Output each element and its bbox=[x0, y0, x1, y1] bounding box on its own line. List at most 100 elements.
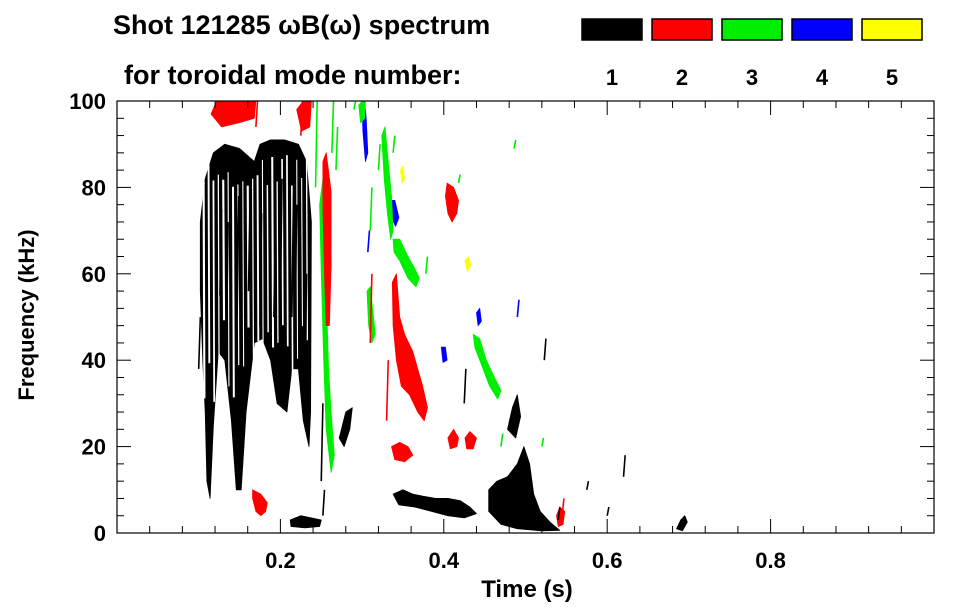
legend-swatch-1 bbox=[581, 18, 643, 41]
spectrum-streak-mode-4-0 bbox=[367, 230, 371, 253]
spectrum-region-mode-2-7 bbox=[210, 100, 257, 128]
legend-label-4: 4 bbox=[816, 65, 829, 90]
spectrum-gap-0 bbox=[202, 181, 206, 399]
spectrum-streak-mode-1-13 bbox=[463, 368, 467, 404]
legend-label-2: 2 bbox=[676, 65, 688, 90]
spectrum-streak-mode-1-2 bbox=[225, 221, 229, 339]
spectrum-region-mode-2-12 bbox=[391, 441, 414, 463]
spectrum-gap-15 bbox=[276, 181, 279, 343]
y-tick-label: 40 bbox=[82, 348, 106, 373]
spectrum-region-mode-3-20 bbox=[392, 238, 420, 288]
spectrum-streak-mode-1-0 bbox=[197, 316, 202, 369]
y-tick-label: 60 bbox=[82, 262, 106, 287]
spectrum-region-mode-1-4 bbox=[488, 446, 561, 532]
spectrum-streak-mode-1-1 bbox=[219, 208, 223, 296]
spectrum-streak-mode-2-1 bbox=[300, 100, 304, 136]
spectrum-streak-mode-2-2 bbox=[369, 273, 373, 343]
spectrum-streak-mode-3-11 bbox=[541, 437, 545, 447]
chart-title-line1: Shot 121285 ωB(ω) spectrum bbox=[113, 10, 490, 40]
spectrum-streak-mode-1-5 bbox=[259, 213, 263, 326]
spectrum-streak-mode-1-11 bbox=[320, 403, 324, 482]
x-tick-label: 0.6 bbox=[592, 548, 623, 573]
spectrum-region-mode-2-15 bbox=[464, 431, 477, 450]
spectrum-gap-1 bbox=[207, 156, 211, 364]
mode-number-legend: 1 2 3 4 5 bbox=[581, 18, 923, 90]
spectrum-region-mode-5-28 bbox=[464, 256, 472, 273]
spectrum-region-mode-1-2 bbox=[338, 407, 353, 448]
spectrum-region-mode-2-11 bbox=[391, 273, 428, 422]
y-axis-label: Frequency (kHz) bbox=[14, 229, 39, 400]
spectrum-gap-11 bbox=[256, 175, 260, 342]
spectrum-region-mode-2-8 bbox=[296, 100, 312, 132]
legend-swatch-3 bbox=[721, 18, 783, 41]
spectrum-gap-20 bbox=[301, 178, 303, 326]
spectrum-streak-mode-3-4 bbox=[369, 187, 373, 231]
spectrum-streak-mode-1-10 bbox=[304, 273, 308, 404]
spectrum-streak-mode-1-4 bbox=[247, 187, 251, 292]
spectrum-gap-12 bbox=[261, 159, 264, 390]
spectrum-gap-4 bbox=[222, 179, 226, 321]
spectrum-region-mode-3-21 bbox=[472, 333, 502, 400]
spectrum-streak-mode-1-3 bbox=[236, 196, 240, 318]
spectrum-region-mode-4-26 bbox=[440, 346, 448, 363]
spectrum-region-mode-1-5 bbox=[507, 394, 521, 439]
spectrum-region-mode-2-13 bbox=[444, 182, 459, 223]
spectrum-region-mode-3-22 bbox=[358, 100, 366, 123]
spectrum-region-mode-2-10 bbox=[252, 489, 268, 517]
spectrum-streak-mode-2-4 bbox=[561, 498, 565, 516]
spectrum-streak-mode-1-7 bbox=[279, 178, 283, 296]
spectrum-streak-mode-1-9 bbox=[294, 204, 298, 318]
spectrum-gap-8 bbox=[242, 181, 245, 367]
x-tick-label: 0.2 bbox=[265, 548, 296, 573]
spectrum-streak-mode-3-2 bbox=[335, 126, 339, 171]
spectrum-streak-mode-1-16 bbox=[585, 481, 590, 490]
spectrum-region-mode-1-0 bbox=[199, 139, 312, 499]
spectrum-gap-17 bbox=[286, 155, 289, 347]
legend-swatch-2 bbox=[651, 18, 713, 41]
spectrum-streak-mode-3-3 bbox=[353, 100, 357, 110]
legend-label-5: 5 bbox=[886, 65, 898, 90]
spectrum-region-mode-1-6 bbox=[676, 515, 688, 532]
spectrum-region-mode-5-27 bbox=[400, 165, 406, 184]
spectrum-gap-9 bbox=[246, 185, 250, 328]
plot-border bbox=[116, 100, 935, 534]
spectrum-marks bbox=[197, 100, 688, 532]
spectrum-streak-mode-1-14 bbox=[543, 338, 547, 361]
spectrum-streak-mode-3-9 bbox=[500, 433, 504, 447]
spectrum-streak-mode-3-5 bbox=[377, 144, 381, 171]
spectrum-streak-mode-1-6 bbox=[273, 221, 277, 318]
x-axis-label: Time (s) bbox=[481, 576, 573, 603]
spectrum-gap-5 bbox=[227, 172, 230, 387]
spectrum-gap-21 bbox=[305, 156, 309, 341]
chart-title-line2: for toroidal mode number: bbox=[124, 60, 462, 90]
spectrum-streak-mode-1-8 bbox=[291, 196, 295, 318]
spectrum-gap-14 bbox=[271, 157, 275, 348]
spectrum-streak-mode-3-8 bbox=[457, 174, 461, 184]
spectrum-streak-mode-3-0 bbox=[314, 100, 318, 188]
spectrum-gap-3 bbox=[217, 174, 220, 376]
spectrum-streak-mode-1-15 bbox=[557, 506, 561, 521]
x-tick-label: 0.8 bbox=[755, 548, 786, 573]
spectrum-region-mode-3-19 bbox=[381, 126, 394, 240]
spectrum-streak-mode-3-1 bbox=[331, 100, 335, 153]
spectrum-region-mode-1-1 bbox=[289, 515, 322, 529]
legend-swatch-5 bbox=[861, 18, 923, 41]
spectrum-streak-mode-1-12 bbox=[322, 489, 326, 516]
spectrum-gap-2 bbox=[212, 180, 216, 402]
spectrum-gap-10 bbox=[252, 178, 255, 358]
axes: 0.2 0.4 0.6 0.8 0 20 40 60 80 100 bbox=[69, 89, 786, 573]
spectrum-streak-mode-2-0 bbox=[255, 100, 259, 127]
spectrum-streak-mode-4-1 bbox=[516, 299, 520, 318]
y-tick-label: 0 bbox=[94, 521, 106, 546]
spectrum-gap-19 bbox=[296, 159, 299, 359]
plot-frame bbox=[116, 100, 935, 534]
spectrum-region-mode-1-3 bbox=[392, 489, 477, 519]
y-tick-label: 80 bbox=[82, 175, 106, 200]
spectrum-streak-mode-1-17 bbox=[606, 506, 610, 516]
legend-label-3: 3 bbox=[746, 65, 758, 90]
y-tick-label: 20 bbox=[82, 435, 106, 460]
spectrum-region-mode-2-9 bbox=[322, 152, 332, 327]
spectrum-streak-mode-3-6 bbox=[392, 135, 396, 153]
spectrum-gap-13 bbox=[266, 185, 269, 333]
